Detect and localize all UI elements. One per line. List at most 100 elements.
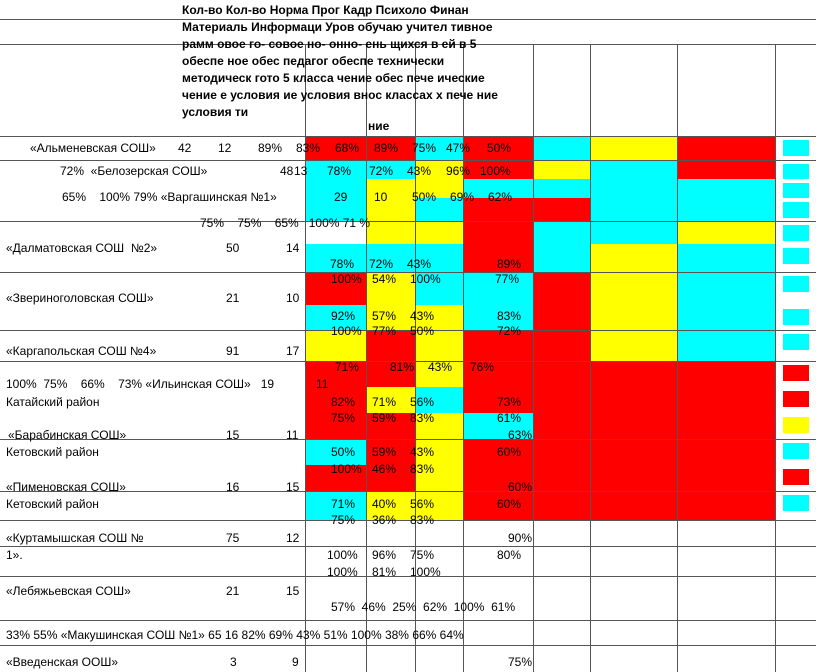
color-cell <box>366 136 415 160</box>
table-cell-text: 75% <box>410 548 435 562</box>
color-cell <box>415 361 463 387</box>
table-cell-text: 100% <box>327 565 358 579</box>
color-cell <box>533 387 590 413</box>
color-cell <box>463 305 533 330</box>
color-cell <box>533 221 590 244</box>
table-cell-text: 72% «Белозерская СОШ» <box>60 164 208 178</box>
table-cell-text: 12 <box>218 141 232 155</box>
color-cell <box>533 244 590 272</box>
color-cell <box>590 136 677 160</box>
table-cell-text: 43% <box>407 164 432 178</box>
color-cell <box>415 305 463 330</box>
table-cell-text: 50% <box>410 324 435 338</box>
table-cell-text: «Введенская ООШ» <box>6 655 118 669</box>
color-cell <box>677 179 775 198</box>
color-cell <box>677 465 775 491</box>
table-cell-text: «Каргапольская СОШ №4» <box>6 344 157 358</box>
color-cell <box>677 491 775 520</box>
table-cell-text: 80% <box>497 548 522 562</box>
color-cell <box>533 465 590 491</box>
status-marker <box>783 495 809 511</box>
color-cell <box>305 221 366 244</box>
table-cell-text: 75% 75% 65% 100% 71 % <box>200 216 371 230</box>
color-cell <box>590 198 677 221</box>
table-cell-text: 90% <box>508 531 533 545</box>
status-marker <box>783 183 809 199</box>
table-cell-text: 56% <box>410 497 435 511</box>
color-cell <box>463 439 533 465</box>
table-cell-text: 42 <box>178 141 192 155</box>
color-cell <box>463 272 533 305</box>
table-cell-text: 100% <box>331 324 362 338</box>
status-marker <box>783 391 809 407</box>
color-cell <box>533 272 590 305</box>
status-marker <box>783 276 809 292</box>
grid-line <box>0 44 816 45</box>
table-cell-text: 92% <box>331 309 356 323</box>
table-cell-text: 60% <box>508 480 533 494</box>
grid-line <box>463 44 464 672</box>
grid-line <box>0 620 816 621</box>
color-cell <box>463 160 533 179</box>
table-cell-text: 11 <box>286 428 299 442</box>
table-cell-text: 77% <box>495 272 520 286</box>
grid-line <box>0 439 816 440</box>
table-cell-text: 81% <box>390 360 415 374</box>
color-cell <box>590 221 677 244</box>
table-cell-text: 68% <box>335 141 360 155</box>
color-cell <box>533 413 590 439</box>
color-cell <box>590 272 677 305</box>
color-cell <box>677 198 775 221</box>
table-cell-text: 50% <box>412 190 437 204</box>
table-cell-text: 100% 75% 66% 73% «Ильинская СОШ» 19 <box>6 377 275 391</box>
color-cell <box>366 330 415 361</box>
table-cell-text: 59% <box>372 445 397 459</box>
table-cell-text: 65% 100% 79% «Варгашинская №1» <box>62 190 277 204</box>
color-cell <box>305 330 366 361</box>
grid-line <box>0 160 816 161</box>
color-cell <box>533 198 590 221</box>
status-marker <box>783 202 809 218</box>
color-cell <box>415 136 463 160</box>
color-cell <box>590 361 677 387</box>
table-cell-text: 29 <box>334 190 348 204</box>
grid-line <box>0 546 816 547</box>
grid-line <box>0 19 816 20</box>
grid-line <box>0 221 816 222</box>
color-cell <box>305 361 366 387</box>
color-cell <box>366 272 415 305</box>
table-cell-text: 72% <box>369 257 394 271</box>
grid-line <box>533 44 534 672</box>
table-cell-text: 100% <box>331 272 362 286</box>
table-cell-text: 75% <box>331 513 356 527</box>
status-marker <box>783 417 809 433</box>
status-marker <box>783 164 809 180</box>
table-cell-text: 3 <box>230 655 237 669</box>
color-cell <box>415 272 463 305</box>
color-cell <box>677 413 775 439</box>
color-cell <box>305 179 366 198</box>
color-cell <box>590 330 677 361</box>
table-cell-text: 15 <box>286 584 300 598</box>
grid-line <box>0 361 816 362</box>
table-cell-text: «Пименовская СОШ» <box>6 480 126 494</box>
color-cell <box>590 413 677 439</box>
table-cell-text: 71% <box>372 395 397 409</box>
color-cell <box>366 361 415 387</box>
status-marker <box>783 248 809 264</box>
table-cell-text: 100% <box>410 272 441 286</box>
grid-line <box>0 645 816 646</box>
color-cell <box>533 330 590 361</box>
table-cell-text: 75% <box>331 411 356 425</box>
table-cell-text: 71% <box>335 360 360 374</box>
table-cell-text: 46% <box>372 462 397 476</box>
color-cell <box>533 361 590 387</box>
table-cell-text: 10 <box>286 291 300 305</box>
color-cell <box>305 244 366 272</box>
color-cell <box>533 439 590 465</box>
table-cell-text: 83% <box>410 513 435 527</box>
table-cell-text: 96% <box>446 164 471 178</box>
table-cell-text: 78% <box>330 257 355 271</box>
table-cell-text: «Лебяжьевская СОШ» <box>6 584 131 598</box>
color-cell <box>677 361 775 387</box>
